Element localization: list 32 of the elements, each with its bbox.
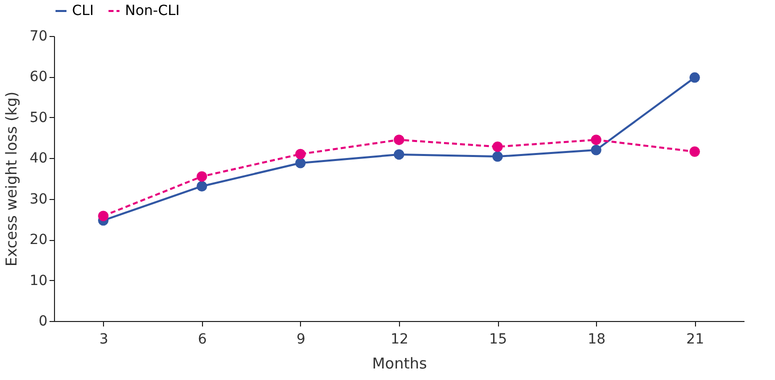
point (394, 134, 404, 146)
y-tick-label: 70 (30, 28, 48, 44)
legend-label: CLI (72, 3, 94, 19)
x-tick-label: 6 (198, 332, 207, 348)
x-axis-title: Months (372, 354, 428, 372)
x-tick-label: 3 (99, 332, 108, 348)
point (295, 158, 306, 168)
point (196, 181, 208, 192)
point (590, 134, 602, 146)
x-tick-label: 12 (390, 332, 408, 348)
y-tick-label: 40 (30, 150, 48, 167)
point (492, 142, 503, 152)
y-tick-label: 10 (30, 272, 48, 289)
point (689, 72, 700, 83)
point (492, 151, 503, 162)
point (590, 144, 602, 156)
point (689, 146, 700, 157)
y-tick-label: 60 (30, 69, 48, 86)
point (196, 171, 208, 182)
y-tick-label: 50 (30, 110, 48, 126)
x-tick-label: 21 (686, 332, 704, 348)
x-tick-label: 9 (296, 332, 306, 348)
x-tick-label: 18 (588, 332, 606, 348)
point (295, 148, 306, 160)
x-tick-label: 15 (489, 332, 507, 348)
legend-label: Non-CLI (125, 3, 180, 19)
y-axis-title: Excess weight loss (kg) (2, 92, 21, 266)
y-tick-label: 0 (38, 314, 48, 330)
y-tick-label: 30 (30, 191, 48, 208)
point (98, 210, 109, 222)
y-tick-label: 20 (30, 232, 48, 248)
point (394, 149, 404, 160)
